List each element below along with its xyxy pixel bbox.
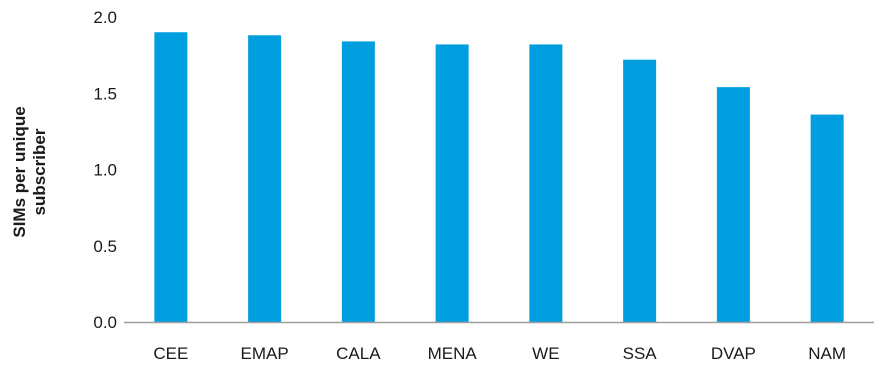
x-axis-ticks: CEE EMAP CALA MENA WE SSA DVAP NAM [153,344,846,363]
y-tick-label: 0.0 [93,313,117,332]
x-tick-label: SSA [623,344,658,363]
y-tick-label: 0.5 [93,237,117,256]
x-tick-label: CEE [153,344,188,363]
x-tick-label: CALA [336,344,381,363]
x-tick-label: WE [532,344,559,363]
y-tick-label: 1.5 [93,84,117,103]
bar-emap [248,35,282,323]
y-axis-ticks: 0.0 0.5 1.0 1.5 2.0 [93,8,117,332]
x-tick-label: MENA [428,344,478,363]
y-tick-label: 1.0 [93,161,117,180]
x-tick-label: NAM [808,344,846,363]
bar-we [529,44,563,322]
bar-cala [341,41,375,323]
bar-ssa [623,59,657,322]
y-tick-label: 2.0 [93,8,117,27]
bar-nam [810,114,844,322]
x-tick-label: DVAP [711,344,756,363]
bar-cee [154,32,188,322]
y-axis-title: SIMs per unique subscriber [10,106,49,237]
x-tick-label: EMAP [241,344,289,363]
y-axis-title-line-2: subscriber [30,128,49,215]
bar-mena [435,44,469,322]
y-axis-title-line-1: SIMs per unique [10,106,29,237]
bars [154,32,844,323]
bar-dvap [716,87,750,323]
